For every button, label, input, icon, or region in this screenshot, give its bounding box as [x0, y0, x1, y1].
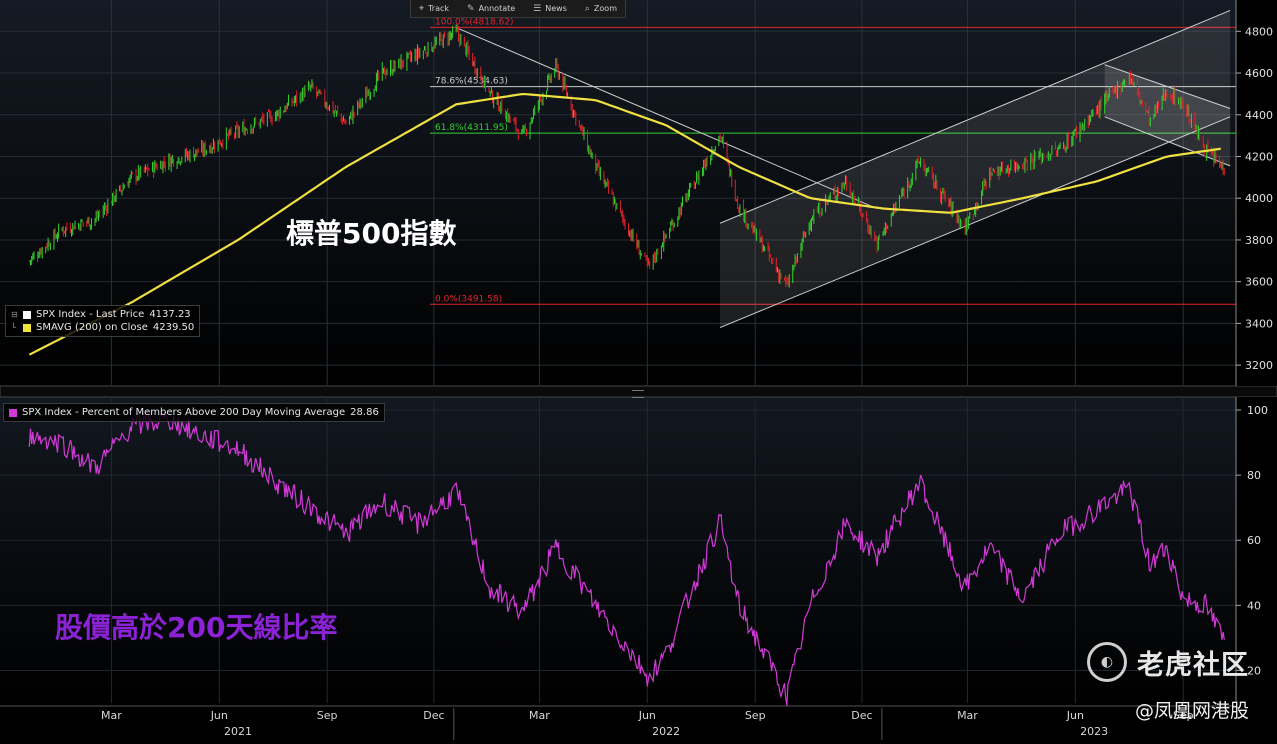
price-tick-label: 3800 — [1245, 234, 1273, 247]
fib-level-label: 61.8%(4311.95) — [435, 123, 508, 133]
price-tick-label: 4400 — [1245, 109, 1273, 122]
price-candles — [28, 23, 1225, 288]
price-tick-label: 4800 — [1245, 25, 1273, 38]
annotate-button[interactable]: ✎ Annotate — [459, 0, 523, 17]
legend-row-last-price[interactable]: ⊟ SPX Index - Last Price 4137.23 — [11, 308, 194, 321]
trendline — [1104, 64, 1231, 109]
x-month-label: Mar — [101, 709, 122, 722]
x-month-label: Jun — [1066, 709, 1084, 722]
trendline — [719, 116, 1231, 329]
breadth-tick-label: 20 — [1247, 664, 1261, 677]
legend-value-sma: 4239.50 — [152, 322, 195, 333]
news-icon: ☰ — [533, 3, 542, 14]
price-y-axis-strip — [1236, 0, 1277, 386]
x-month-label: Sep — [745, 709, 766, 722]
legend-row-breadth[interactable]: SPX Index - Percent of Members Above 200… — [9, 406, 379, 419]
magnifier-icon: ⌕ — [584, 3, 590, 14]
news-label: News — [545, 4, 567, 13]
x-month-label: Sep — [317, 709, 338, 722]
x-year-label: 2023 — [1080, 725, 1108, 738]
breadth-tick-label: 40 — [1247, 599, 1261, 612]
trendline — [719, 9, 1231, 224]
chart-toolbar: ⌖ Track ✎ Annotate ☰ News ⌕ Zoom — [410, 0, 626, 18]
fib-level-label: 78.6%(4534.63) — [435, 77, 508, 87]
legend-swatch-price — [23, 310, 31, 319]
price-tick-label: 3600 — [1245, 276, 1273, 289]
breadth-legend[interactable]: SPX Index - Percent of Members Above 200… — [3, 403, 385, 422]
price-panel-title: 標普500指數 — [286, 217, 457, 250]
x-month-label: Mar — [957, 709, 978, 722]
price-legend[interactable]: ⊟ SPX Index - Last Price 4137.23 └ SMAVG… — [5, 305, 201, 337]
legend-row-sma[interactable]: └ SMAVG (200) on Close 4239.50 — [11, 321, 194, 334]
up-channel-fill — [720, 10, 1231, 328]
panel-resize-handle[interactable] — [632, 390, 644, 398]
breadth-panel-title: 股價高於200天線比率 — [55, 611, 338, 644]
watermark-source: @凤凰网港股 — [1134, 700, 1249, 722]
x-month-label: Jun — [210, 709, 228, 722]
x-month-label: Sep — [1173, 709, 1194, 722]
x-month-label: Jun — [638, 709, 656, 722]
price-panel-background — [0, 0, 1236, 386]
breadth-panel-background — [0, 397, 1236, 703]
x-month-label: Dec — [851, 709, 872, 722]
trend-channel-layer — [455, 9, 1231, 329]
track-button[interactable]: ⌖ Track — [411, 0, 457, 17]
tree-branch-icon: └ — [11, 323, 16, 332]
expand-icon: ⊟ — [11, 310, 18, 319]
fib-level-label: 0.0%(3491.58) — [435, 294, 502, 304]
sma-200-line — [28, 92, 1221, 356]
trendline — [1104, 116, 1231, 167]
crosshair-icon: ⌖ — [419, 3, 425, 14]
legend-label-sma: SMAVG (200) on Close — [36, 322, 148, 333]
price-tick-label: 3400 — [1245, 317, 1273, 330]
x-month-label: Mar — [529, 709, 550, 722]
trendline — [455, 27, 878, 210]
price-tick-label: 3200 — [1245, 359, 1273, 372]
price-tick-label: 4000 — [1245, 192, 1273, 205]
x-month-label: Dec — [423, 709, 444, 722]
x-axis-layer: Mar Jun Sep Dec Mar Jun Sep Dec Mar Jun Sep 2021 202… — [0, 705, 1236, 740]
breadth-y-axis-strip — [1236, 397, 1277, 703]
legend-label-price: SPX Index - Last Price — [36, 309, 145, 320]
zoom-button[interactable]: ⌕ Zoom — [577, 0, 625, 17]
legend-value-price: 4137.23 — [149, 309, 191, 320]
x-year-label: 2021 — [224, 725, 252, 738]
watermark-brand-text: 老虎社区 — [1137, 649, 1249, 681]
price-tick-label: 4600 — [1245, 67, 1273, 80]
watermark-brand: ◐ 老虎社区 — [1087, 642, 1249, 682]
breadth-tick-label: 100 — [1247, 404, 1268, 417]
down-channel-fill — [1104, 64, 1231, 166]
annotate-label: Annotate — [478, 4, 516, 13]
y-axis-layer: 3200 3400 3600 3800 4000 4200 4400 4600 4800 20 40… — [1235, 0, 1273, 703]
legend-value-breadth: 28.86 — [350, 407, 379, 418]
breadth-line — [28, 411, 1225, 706]
legend-swatch-sma — [23, 323, 31, 332]
breadth-tick-label: 80 — [1247, 469, 1261, 482]
breadth-tick-label: 60 — [1247, 534, 1261, 547]
fib-level-label: 100.0%(4818.62) — [435, 17, 514, 27]
track-label: Track — [428, 4, 450, 13]
legend-label-breadth: SPX Index - Percent of Members Above 200… — [22, 407, 346, 418]
pen-icon: ✎ — [467, 3, 475, 14]
tiger-logo-icon: ◐ — [1087, 642, 1127, 682]
x-year-label: 2022 — [652, 725, 680, 738]
legend-swatch-breadth — [9, 408, 17, 417]
price-tick-label: 4200 — [1245, 150, 1273, 163]
zoom-label: Zoom — [593, 4, 617, 13]
news-button[interactable]: ☰ News — [525, 0, 575, 17]
